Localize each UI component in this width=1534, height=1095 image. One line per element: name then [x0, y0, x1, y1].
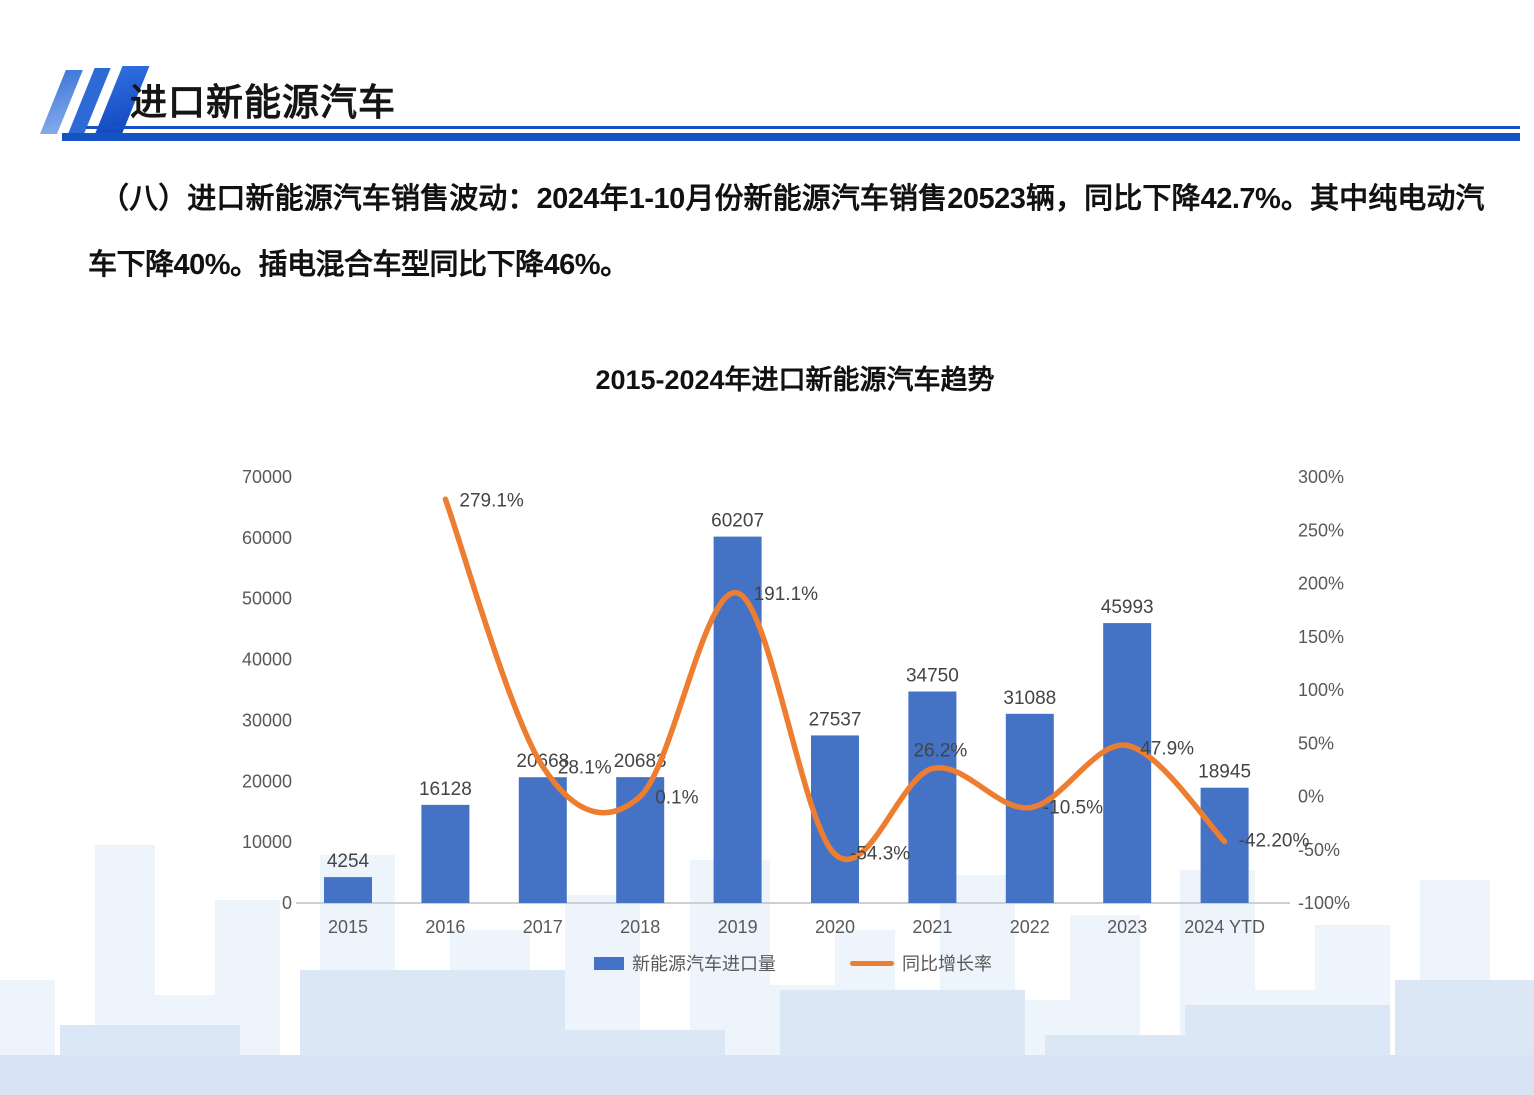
chart-title: 2015-2024年进口新能源汽车趋势 — [595, 365, 995, 395]
bar-value-label: 4254 — [327, 851, 370, 872]
x-axis-label: 2019 — [718, 917, 758, 937]
trend-point-label: -54.3% — [850, 843, 910, 864]
bar-value-label: 31088 — [1003, 688, 1056, 709]
y-axis-right-tick: -100% — [1298, 893, 1350, 913]
bar-series-swatch-icon — [594, 956, 624, 970]
header-divider-thin — [86, 126, 1520, 129]
y-axis-left-tick: 50000 — [242, 589, 292, 609]
x-axis-label: 2017 — [523, 917, 563, 937]
trend-line — [442, 496, 1228, 862]
bar-value-label: 16128 — [419, 779, 472, 800]
x-axis-label: 2023 — [1107, 917, 1147, 937]
y-axis-right-tick: 300% — [1298, 467, 1344, 487]
trend-point-label: 28.1% — [558, 758, 612, 779]
trend-point-label: 279.1% — [459, 490, 524, 511]
x-axis-label: 2024 YTD — [1184, 917, 1265, 937]
trend-point-label: -10.5% — [1043, 798, 1103, 819]
bar-value-label: 27537 — [809, 709, 862, 730]
x-axis-label: 2020 — [815, 917, 855, 937]
y-axis-right-tick: 150% — [1298, 627, 1344, 647]
bar-2023 — [1103, 623, 1152, 903]
legend-label-import-volume: 新能源汽车进口量 — [632, 954, 776, 974]
bar-value-label: 18945 — [1198, 762, 1251, 783]
summary-paragraph: （八）进口新能源汽车销售波动：2024年1-10月份新能源汽车销售20523辆，… — [88, 183, 1485, 281]
logo-slashes-icon — [26, 66, 150, 134]
y-axis-left-tick: 40000 — [242, 650, 292, 670]
legend-label-growth-rate: 同比增长率 — [902, 954, 992, 974]
bar-2017 — [518, 777, 567, 903]
x-axis-label: 2021 — [912, 917, 952, 937]
x-axis-label: 2016 — [425, 917, 465, 937]
y-axis-right-tick: 0% — [1298, 787, 1324, 807]
y-axis-right-tick: 200% — [1298, 574, 1344, 594]
header-divider-thick — [62, 133, 1520, 141]
y-axis-right-tick: -50% — [1298, 840, 1340, 860]
bar-2015 — [324, 877, 372, 903]
trend-point-label: 47.9% — [1140, 738, 1194, 759]
y-axis-left-tick: 60000 — [242, 528, 292, 548]
bar-2019 — [713, 536, 762, 903]
page-title: 进口新能源汽车 — [130, 82, 396, 123]
y-axis-right-tick: 250% — [1298, 520, 1344, 540]
y-axis-left-tick: 70000 — [242, 467, 292, 487]
bar-value-label: 20683 — [614, 751, 667, 772]
trend-point-label: 26.2% — [913, 741, 967, 762]
x-axis-label: 2015 — [328, 917, 368, 937]
bar-2021 — [908, 691, 957, 903]
x-axis-label: 2022 — [1010, 917, 1050, 937]
x-axis-label: 2018 — [620, 917, 660, 937]
chart-legend: 新能源汽车进口量 同比增长率 — [296, 950, 1290, 976]
legend-item-growth-rate: 同比增长率 — [850, 950, 992, 976]
trend-point-label: -42.20% — [1239, 830, 1310, 851]
trend-point-label: 191.1% — [754, 584, 819, 605]
line-series-swatch-icon — [850, 960, 894, 966]
bar-2024 YTD — [1200, 787, 1249, 903]
bar-2016 — [421, 804, 470, 903]
bar-value-label: 45993 — [1101, 597, 1154, 618]
y-axis-left-tick: 0 — [282, 893, 292, 913]
bar-value-label: 60207 — [711, 511, 764, 532]
bar-value-label: 34750 — [906, 666, 959, 687]
y-axis-right-tick: 50% — [1298, 733, 1334, 753]
y-axis-right-tick: 100% — [1298, 680, 1344, 700]
y-axis-left-tick: 30000 — [242, 710, 292, 730]
y-axis-left-tick: 20000 — [242, 771, 292, 791]
legend-item-import-volume: 新能源汽车进口量 — [594, 950, 776, 976]
trend-point-label: 0.1% — [655, 787, 698, 808]
y-axis-left-tick: 10000 — [242, 832, 292, 852]
